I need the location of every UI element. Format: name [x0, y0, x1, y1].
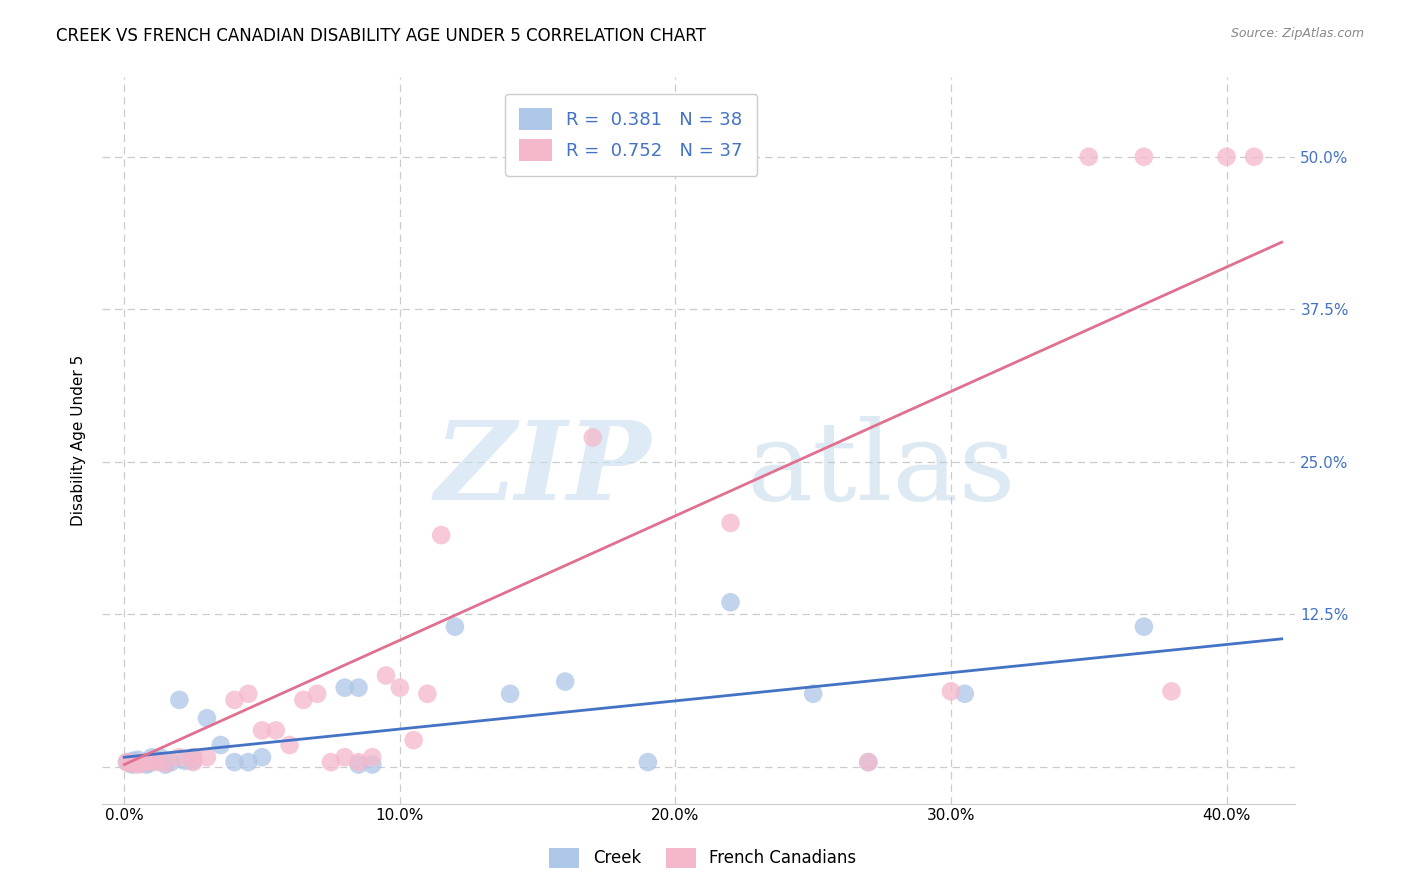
Point: [181, 750, 204, 764]
Point: [238, 687, 260, 701]
Point: [720, 516, 742, 530]
Point: [554, 674, 576, 689]
Point: [1133, 620, 1156, 634]
Point: [278, 738, 301, 752]
Point: [149, 750, 172, 764]
Point: [132, 755, 155, 769]
Point: [582, 430, 605, 444]
Point: [209, 738, 232, 752]
Point: [347, 755, 370, 769]
Point: [347, 757, 370, 772]
Point: [388, 681, 411, 695]
Point: [169, 693, 191, 707]
Point: [250, 723, 273, 738]
Point: [195, 750, 218, 764]
Point: [347, 681, 370, 695]
Point: [402, 733, 425, 747]
Point: [307, 687, 329, 701]
Point: [173, 754, 195, 768]
Point: [333, 750, 356, 764]
Point: [138, 756, 160, 771]
Point: [160, 755, 183, 769]
Point: [181, 750, 204, 764]
Legend: R =  0.381   N = 38, R =  0.752   N = 37: R = 0.381 N = 38, R = 0.752 N = 37: [505, 94, 758, 176]
Point: [121, 757, 143, 772]
Point: [195, 711, 218, 725]
Point: [118, 756, 141, 771]
Point: [319, 755, 342, 769]
Point: [264, 723, 287, 738]
Point: [169, 750, 191, 764]
Point: [953, 687, 976, 701]
Point: [121, 754, 143, 768]
Point: [637, 755, 659, 769]
Point: [499, 687, 522, 701]
Point: [155, 756, 177, 771]
Point: [129, 756, 152, 771]
Point: [858, 755, 880, 769]
Point: [127, 753, 149, 767]
Point: [801, 687, 824, 701]
Point: [1243, 150, 1265, 164]
Point: [430, 528, 453, 542]
Point: [720, 595, 742, 609]
Point: [1133, 150, 1156, 164]
Point: [416, 687, 439, 701]
Point: [132, 755, 155, 769]
Point: [135, 757, 157, 772]
Point: [1077, 150, 1099, 164]
Point: [181, 754, 204, 768]
Point: [224, 693, 246, 707]
Point: [939, 684, 962, 698]
Point: [138, 755, 160, 769]
Point: [361, 750, 384, 764]
Point: [292, 693, 315, 707]
Point: [124, 756, 146, 771]
Point: [181, 755, 204, 769]
Point: [238, 755, 260, 769]
Point: [115, 755, 138, 769]
Legend: Creek, French Canadians: Creek, French Canadians: [543, 841, 863, 875]
Text: CREEK VS FRENCH CANADIAN DISABILITY AGE UNDER 5 CORRELATION CHART: CREEK VS FRENCH CANADIAN DISABILITY AGE …: [56, 27, 706, 45]
Point: [858, 755, 880, 769]
Text: atlas: atlas: [747, 416, 1017, 523]
Point: [146, 754, 169, 768]
Y-axis label: Disability Age Under 5: Disability Age Under 5: [72, 355, 86, 526]
Text: Source: ZipAtlas.com: Source: ZipAtlas.com: [1230, 27, 1364, 40]
Point: [155, 757, 177, 772]
Point: [224, 755, 246, 769]
Point: [250, 750, 273, 764]
Point: [127, 757, 149, 772]
Point: [375, 668, 398, 682]
Point: [124, 755, 146, 769]
Point: [333, 681, 356, 695]
Point: [141, 750, 163, 764]
Point: [127, 755, 149, 769]
Point: [1215, 150, 1237, 164]
Point: [1160, 684, 1182, 698]
Point: [115, 755, 138, 769]
Text: ZIP: ZIP: [434, 416, 651, 524]
Point: [146, 755, 169, 769]
Point: [444, 620, 467, 634]
Point: [118, 756, 141, 771]
Point: [361, 757, 384, 772]
